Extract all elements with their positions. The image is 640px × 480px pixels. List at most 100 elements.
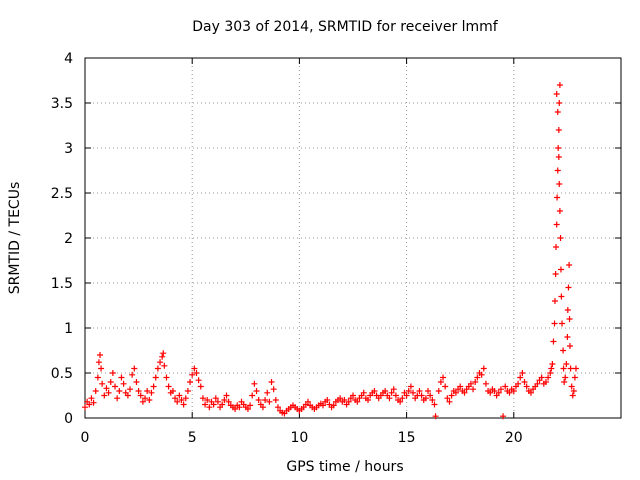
- y-tick-label: 2.5: [51, 186, 73, 202]
- y-tick-label: 2: [64, 231, 73, 247]
- data-point: [304, 398, 311, 405]
- data-point: [112, 383, 119, 390]
- data-point: [410, 389, 417, 396]
- data-point: [510, 388, 517, 394]
- data-point: [274, 404, 281, 411]
- data-point: [159, 353, 166, 360]
- data-point: [172, 395, 179, 402]
- data-point: [120, 380, 127, 387]
- data-point: [330, 402, 337, 409]
- data-point: [154, 365, 161, 372]
- data-point: [197, 383, 204, 390]
- data-point: [255, 397, 262, 403]
- x-axis-label: GPS time / hours: [286, 459, 403, 475]
- data-point: [480, 365, 487, 372]
- data-point: [388, 389, 395, 396]
- data-point: [219, 401, 226, 408]
- data-point: [560, 365, 567, 372]
- data-point: [572, 365, 579, 372]
- data-point: [554, 194, 561, 201]
- grid: [85, 58, 621, 418]
- data-point: [191, 365, 198, 372]
- y-tick-label: 1.5: [51, 276, 73, 292]
- data-point: [105, 389, 112, 396]
- data-point: [548, 365, 555, 372]
- data-point: [137, 392, 144, 399]
- data-point: [457, 383, 464, 390]
- data-point: [555, 145, 562, 151]
- chart-title: Day 303 of 2014, SRMTID for receiver lmm…: [192, 19, 499, 35]
- data-point: [97, 352, 104, 358]
- data-points: [82, 82, 579, 420]
- data-point: [571, 374, 578, 381]
- data-point: [101, 392, 108, 399]
- x-tick-label: 0: [81, 430, 90, 446]
- data-point: [244, 406, 251, 412]
- data-point: [95, 359, 102, 366]
- data-point: [397, 398, 404, 405]
- data-point: [266, 398, 273, 405]
- data-point: [365, 397, 372, 403]
- data-point: [206, 404, 213, 411]
- data-point: [553, 91, 560, 97]
- data-point: [247, 402, 254, 409]
- data-point: [446, 398, 453, 405]
- data-point: [523, 383, 530, 390]
- data-point: [566, 316, 573, 322]
- data-point: [161, 362, 168, 369]
- data-point: [193, 370, 200, 376]
- data-point: [556, 208, 563, 214]
- data-point: [556, 181, 563, 187]
- data-point: [360, 389, 367, 396]
- data-point: [142, 395, 149, 402]
- data-point: [163, 374, 170, 381]
- data-point: [345, 398, 352, 405]
- data-point: [187, 379, 194, 385]
- data-point: [189, 371, 196, 378]
- data-point: [135, 388, 142, 394]
- x-tick-label: 15: [398, 430, 416, 446]
- data-point: [107, 379, 114, 385]
- data-point: [195, 377, 202, 384]
- data-point: [521, 379, 528, 385]
- data-point: [554, 109, 561, 115]
- data-point: [564, 334, 571, 340]
- data-point: [94, 374, 101, 381]
- data-point: [566, 262, 573, 268]
- data-point: [534, 380, 541, 387]
- data-point: [131, 365, 138, 372]
- data-point: [225, 398, 232, 405]
- data-point: [390, 386, 397, 393]
- data-point: [569, 392, 576, 399]
- y-tick-label: 3: [64, 141, 73, 157]
- y-tick-label: 1: [64, 321, 73, 337]
- data-point: [563, 361, 570, 367]
- data-point: [405, 388, 412, 394]
- data-point: [559, 320, 566, 327]
- data-point: [324, 397, 331, 403]
- data-point: [99, 380, 106, 387]
- data-point: [199, 395, 206, 402]
- data-point: [144, 388, 151, 394]
- data-point: [461, 389, 468, 396]
- data-point: [221, 397, 228, 403]
- data-point: [223, 392, 230, 399]
- data-point: [86, 401, 93, 408]
- data-point: [515, 380, 522, 387]
- data-point: [90, 399, 97, 406]
- data-point: [562, 374, 569, 381]
- data-point: [160, 350, 167, 357]
- data-point: [92, 388, 99, 394]
- data-point: [109, 370, 116, 376]
- data-point: [437, 379, 444, 385]
- data-point: [555, 154, 562, 160]
- data-point: [482, 380, 489, 387]
- data-point: [527, 389, 534, 396]
- data-point: [519, 370, 526, 376]
- data-point: [204, 397, 211, 403]
- data-point: [407, 383, 414, 390]
- data-point: [502, 383, 509, 390]
- data-point: [98, 365, 105, 372]
- data-point: [538, 374, 545, 381]
